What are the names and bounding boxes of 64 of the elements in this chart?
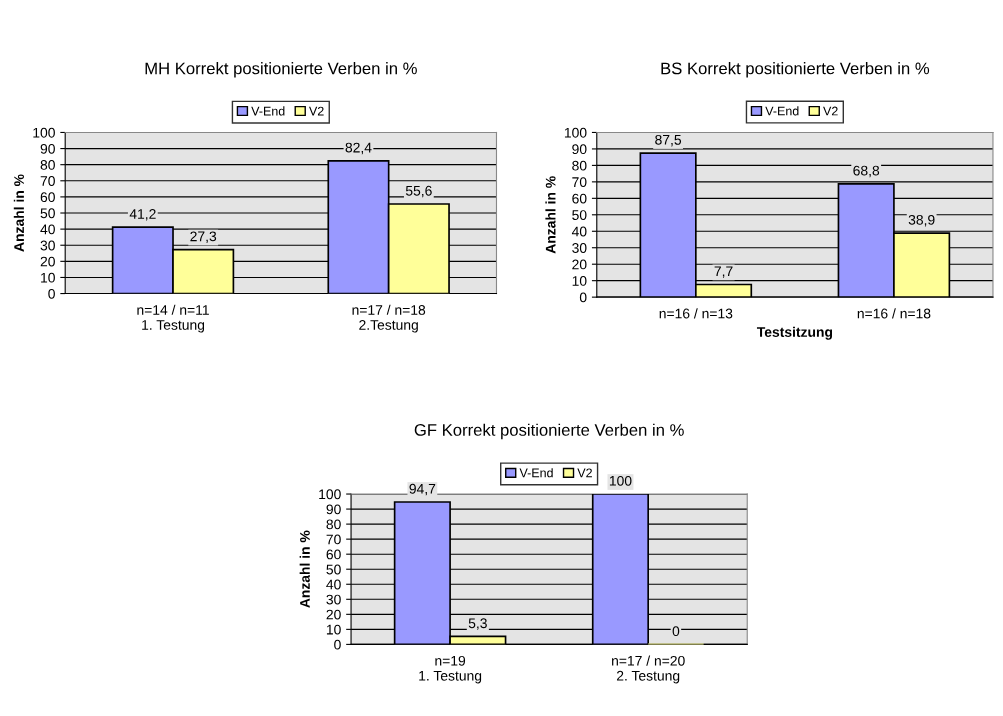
- y-tick-label: 10: [41, 272, 55, 283]
- y-tick-label: 100: [319, 489, 341, 500]
- y-tick-label: 80: [326, 519, 341, 530]
- y-tick-label: 60: [40, 192, 55, 203]
- legend-label: V-End: [251, 106, 285, 116]
- data-label: 100: [609, 475, 632, 486]
- y-axis-title: Anzahl in %: [299, 530, 310, 608]
- y-tick-label: 40: [571, 226, 587, 237]
- data-label: 94,7: [409, 483, 436, 496]
- data-label: 5,3: [468, 618, 487, 630]
- y-tick-label: 50: [326, 564, 341, 575]
- data-label: 82,4: [345, 142, 372, 155]
- y-tick-label: 30: [326, 594, 341, 605]
- y-tick-label: 70: [326, 534, 341, 545]
- legend-label: V2: [823, 106, 838, 116]
- legend-label: V-End: [765, 106, 799, 116]
- data-label: 27,3: [190, 231, 217, 243]
- y-tick-label: 30: [572, 243, 587, 253]
- data-label: 7,7: [714, 266, 733, 278]
- y-tick-label: 60: [326, 549, 341, 560]
- y-tick-label: 40: [326, 579, 341, 590]
- data-label: 38,9: [908, 214, 935, 227]
- x-tick-label: n=16 / n=13: [659, 308, 733, 319]
- x-tick-label: n=17 / n=18 2.Testung: [352, 304, 426, 333]
- x-tick-label: n=16 / n=18: [857, 308, 931, 319]
- y-tick-label: 80: [572, 160, 587, 171]
- y-tick-label: 70: [572, 177, 587, 188]
- data-label: 68,8: [853, 165, 880, 178]
- y-tick-label: 10: [326, 624, 341, 635]
- y-tick-label: 90: [40, 143, 55, 154]
- y-tick-label: 20: [572, 259, 587, 270]
- legend-label: V2: [577, 468, 592, 478]
- data-label: 41,2: [129, 209, 156, 221]
- x-tick-label: n=19 1. Testung: [419, 655, 482, 684]
- y-tick-label: 60: [572, 193, 587, 204]
- data-label: 55,6: [405, 185, 432, 198]
- x-tick-label: n=14 / n=11 1. Testung: [137, 304, 209, 333]
- y-tick-label: 100: [33, 127, 55, 138]
- y-tick-label: 90: [326, 504, 341, 515]
- data-label: 0: [672, 626, 680, 637]
- x-axis-title: Testsitzung: [756, 326, 833, 340]
- legend-label: V-End: [519, 468, 553, 478]
- y-tick-label: 0: [579, 292, 587, 303]
- y-tick-label: 10: [572, 276, 587, 286]
- chart-title: MH Korrekt positionierte Verben in %: [145, 62, 417, 78]
- x-tick-label: n=17 / n=20 2. Testung: [612, 655, 685, 684]
- y-tick-label: 0: [48, 288, 55, 299]
- y-tick-label: 90: [572, 144, 587, 155]
- y-tick-label: 50: [40, 208, 55, 219]
- y-tick-label: 30: [40, 240, 55, 251]
- y-tick-label: 20: [326, 609, 341, 620]
- y-tick-label: 0: [334, 639, 341, 650]
- y-tick-label: 40: [40, 224, 55, 235]
- y-axis-title: Anzahl in %: [13, 174, 24, 252]
- y-axis-title: Anzahl in %: [545, 176, 556, 254]
- y-tick-label: 80: [40, 160, 55, 170]
- chart-title: GF Korrekt positionierte Verben in %: [414, 423, 684, 440]
- data-label: 87,5: [655, 134, 682, 147]
- y-tick-label: 70: [40, 176, 55, 186]
- chart-title: BS Korrekt positionierte Verben in %: [661, 62, 930, 78]
- y-tick-label: 20: [40, 256, 55, 267]
- y-tick-label: 50: [572, 210, 587, 220]
- legend-label: V2: [309, 106, 324, 116]
- y-tick-label: 100: [564, 127, 587, 138]
